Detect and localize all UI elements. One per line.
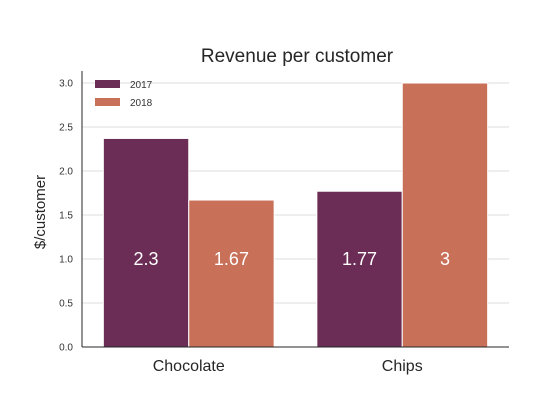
legend-label: 2018 xyxy=(130,98,153,109)
y-tick-label: 3.0 xyxy=(59,79,73,90)
bar-2017-chocolate xyxy=(102,137,190,348)
data-label: 1.67 xyxy=(214,249,249,269)
y-tick-label: 1.0 xyxy=(59,255,73,266)
legend-swatch-2017 xyxy=(95,80,120,88)
y-axis-label: $/customer xyxy=(32,175,49,249)
legend: 2017 2018 xyxy=(95,80,153,109)
data-label: 2.3 xyxy=(134,249,159,269)
y-tick-label: 2.5 xyxy=(59,123,73,134)
data-label: 3 xyxy=(440,249,450,269)
y-axis-ticks: 0.0 0.5 1.0 1.5 2.0 2.5 3.0 xyxy=(59,79,73,354)
y-tick-label: 2.0 xyxy=(59,167,73,178)
x-axis-ticks: Chocolate Chips xyxy=(153,358,423,375)
y-tick-label: 0.5 xyxy=(59,299,73,310)
y-tick-label: 1.5 xyxy=(59,211,73,222)
bar-2018-chocolate xyxy=(188,199,275,348)
bar-2018-chips xyxy=(401,82,489,348)
bar-2017-chips xyxy=(316,190,403,348)
bars: 2.3 1.67 1.77 3 xyxy=(102,82,489,348)
legend-label: 2017 xyxy=(130,80,153,91)
x-tick-label: Chips xyxy=(382,358,423,375)
y-tick-label: 0.0 xyxy=(59,343,73,354)
data-label: 1.77 xyxy=(342,249,377,269)
chart-title: Revenue per customer xyxy=(201,46,394,67)
legend-swatch-2018 xyxy=(95,98,120,106)
x-tick-label: Chocolate xyxy=(153,358,225,375)
